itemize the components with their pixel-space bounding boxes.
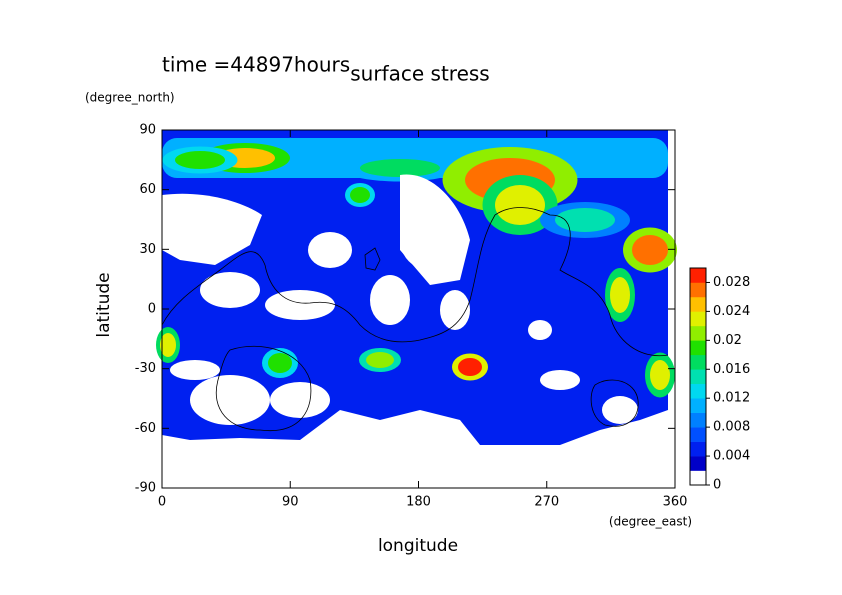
x-axis-label: longitude bbox=[378, 536, 458, 556]
colorbar-band bbox=[690, 456, 706, 471]
field-hole bbox=[170, 360, 220, 380]
field-hole bbox=[528, 320, 552, 340]
colorbar-band bbox=[690, 427, 706, 442]
field-hole bbox=[265, 290, 335, 320]
colorbar-band bbox=[690, 383, 706, 399]
field-patch bbox=[632, 235, 668, 265]
field-hole bbox=[270, 382, 330, 418]
field-hole bbox=[150, 445, 210, 495]
x-tick-label: 270 bbox=[534, 495, 559, 510]
field-hole bbox=[560, 435, 680, 495]
colorbar-band bbox=[690, 282, 706, 298]
colorbar-tick-label: 0.012 bbox=[713, 391, 750, 406]
field-hole bbox=[400, 174, 470, 285]
colorbar-band bbox=[690, 412, 706, 428]
x-tick-label: 90 bbox=[282, 495, 299, 510]
field-hole bbox=[240, 440, 480, 520]
x-tick-label: 0 bbox=[158, 495, 166, 510]
y-tick-label: 0 bbox=[148, 302, 156, 317]
colorbar-band bbox=[690, 325, 706, 341]
field-patch bbox=[268, 353, 292, 373]
field-hole bbox=[602, 396, 638, 424]
colorbar-band bbox=[690, 441, 706, 457]
colorbar-band bbox=[690, 369, 706, 385]
colorbar-tick-label: 0.016 bbox=[713, 362, 750, 377]
field-patch bbox=[175, 151, 225, 169]
y-tick-label: -90 bbox=[135, 481, 156, 496]
contour-field bbox=[150, 130, 680, 520]
x-tick-label: 180 bbox=[406, 495, 431, 510]
colorbar-band bbox=[690, 398, 706, 413]
colorbar-band bbox=[690, 354, 706, 370]
y-tick-label: 90 bbox=[139, 123, 156, 138]
colorbar-band bbox=[690, 470, 706, 486]
coastlines bbox=[161, 207, 669, 432]
field-hole bbox=[308, 232, 352, 268]
colorbar-tick-label: 0.028 bbox=[713, 275, 750, 290]
field-patch bbox=[495, 185, 545, 225]
field-patch bbox=[610, 277, 630, 313]
x-tick-label: 360 bbox=[663, 495, 688, 510]
field-hole bbox=[200, 272, 260, 308]
x-unit: (degree_east) bbox=[609, 515, 692, 529]
colorbar-tick-label: 0.004 bbox=[713, 449, 750, 464]
y-tick-label: -30 bbox=[135, 361, 156, 376]
colorbar-band bbox=[690, 296, 706, 312]
colorbar-band bbox=[690, 311, 706, 327]
field-hole bbox=[190, 375, 270, 425]
y-tick-label: 30 bbox=[139, 242, 156, 257]
time-label: time =44897hours bbox=[162, 53, 350, 77]
y-tick-label: 60 bbox=[139, 182, 156, 197]
field-hole bbox=[370, 275, 410, 325]
y-unit: (degree_north) bbox=[85, 91, 175, 105]
field-patch bbox=[555, 208, 615, 232]
y-tick-label: -60 bbox=[135, 421, 156, 436]
colorbar-tick-label: 0.024 bbox=[713, 304, 750, 319]
colorbar-tick-label: 0 bbox=[713, 478, 721, 493]
field-patch bbox=[160, 333, 176, 357]
field-patch bbox=[366, 352, 394, 368]
field-patch bbox=[650, 360, 670, 390]
colorbar-tick-label: 0.02 bbox=[713, 333, 742, 348]
colorbar-frame bbox=[689, 267, 707, 486]
colorbar-band bbox=[690, 268, 706, 283]
field-patch bbox=[350, 187, 370, 203]
chart-title: surface stress bbox=[350, 62, 489, 86]
colorbar-band bbox=[690, 340, 706, 356]
y-axis-label: latitude bbox=[94, 272, 114, 337]
colorbar-tick-label: 0.008 bbox=[713, 420, 750, 435]
field-patch bbox=[360, 159, 440, 177]
field-hole bbox=[162, 193, 262, 265]
field-patch bbox=[458, 358, 482, 376]
field-hole bbox=[440, 290, 470, 330]
field-hole bbox=[540, 370, 580, 390]
